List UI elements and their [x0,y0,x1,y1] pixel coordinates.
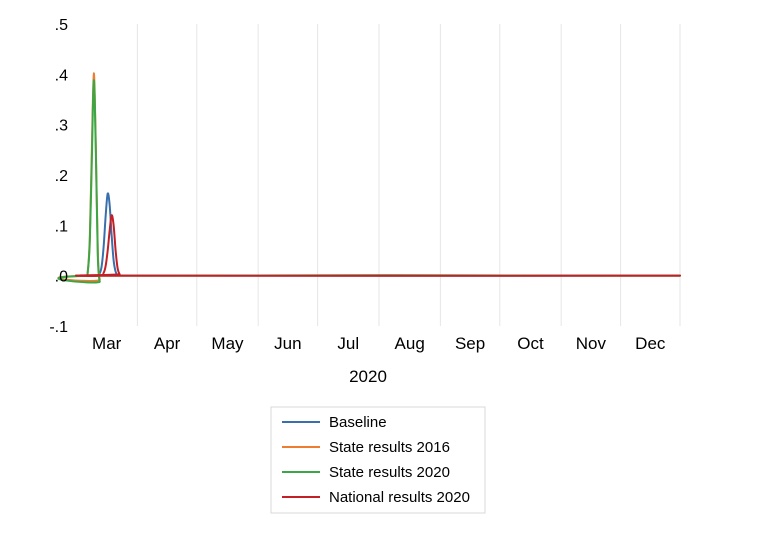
grid-lines [136,24,681,326]
series-line-national-results-2020 [75,214,681,277]
y-tick-label: .2 [55,168,68,185]
legend: Baseline State results 2016 State results … [270,406,486,514]
x-tick-label: Sep [455,334,485,353]
y-tick-label: .4 [55,67,68,84]
x-tick-label: Nov [576,334,607,353]
x-tick-label: Oct [517,334,544,353]
legend-label-national-results-2020: National results 2020 [329,489,470,506]
x-tick-label: Jun [274,334,301,353]
series-line-state-results-2020 [57,79,681,284]
legend-label-baseline: Baseline [329,414,387,431]
y-tick-label: -.1 [49,319,68,336]
series-line-state-results-2016 [57,72,681,282]
x-tick-label: Apr [154,334,181,353]
x-tick-label: Mar [92,334,122,353]
x-tick-label: Aug [395,334,425,353]
y-tick-label: .3 [55,118,68,135]
series-lines [57,72,681,284]
y-axis-tick-labels: .5 .4 .3 .2 .1 .0 -.1 [49,17,68,336]
legend-box [270,406,486,514]
x-tick-label: May [211,334,244,353]
series-line-baseline [75,192,681,277]
y-tick-label: .0 [55,269,68,286]
legend-label-state-results-2016: State results 2016 [329,439,450,456]
x-axis-tick-labels: Mar Apr May Jun Jul Aug Sep Oct Nov Dec [92,334,666,353]
y-tick-label: .5 [55,17,68,34]
x-axis-label: 2020 [349,367,387,386]
x-tick-label: Jul [337,334,359,353]
y-tick-label: .1 [55,218,68,235]
x-tick-label: Dec [635,334,666,353]
legend-label-state-results-2020: State results 2020 [329,464,450,481]
